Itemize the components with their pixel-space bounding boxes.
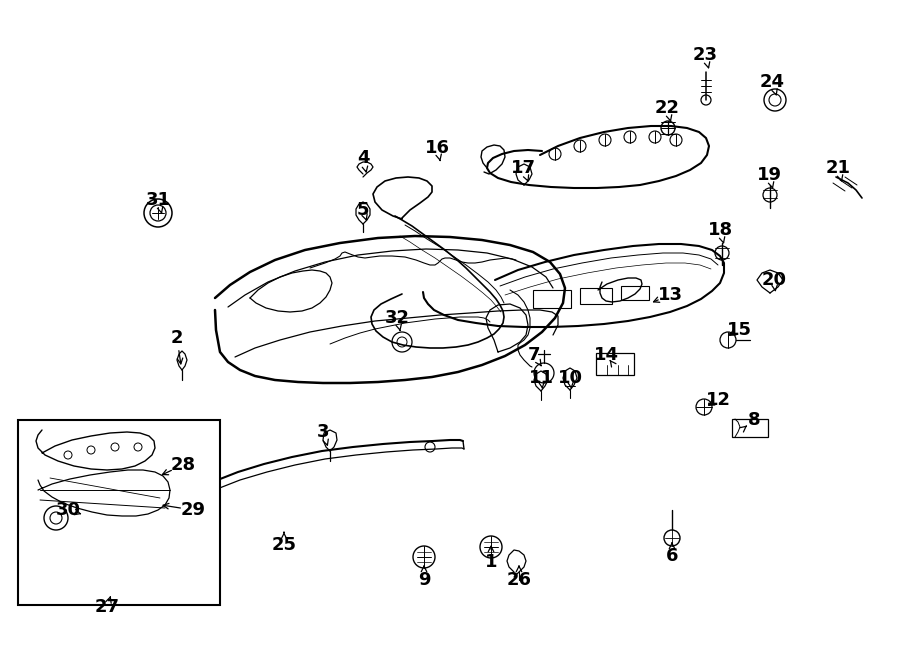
Text: 19: 19: [757, 166, 781, 184]
Text: 15: 15: [726, 321, 752, 339]
Text: 5: 5: [356, 201, 369, 219]
Text: 14: 14: [593, 346, 618, 364]
Text: 31: 31: [146, 191, 170, 209]
Text: 1: 1: [485, 553, 497, 571]
Text: 25: 25: [272, 536, 296, 554]
Bar: [621, 286, 649, 300]
Text: 7: 7: [527, 346, 540, 364]
Text: 24: 24: [760, 73, 785, 91]
Text: 4: 4: [356, 149, 369, 167]
Text: 27: 27: [94, 598, 120, 616]
Text: 16: 16: [425, 139, 449, 157]
Text: 29: 29: [181, 501, 205, 519]
Text: 11: 11: [528, 369, 554, 387]
Text: 22: 22: [654, 99, 680, 117]
Text: 18: 18: [707, 221, 733, 239]
Bar: [732, 419, 768, 437]
Text: 20: 20: [761, 271, 787, 289]
Text: 2: 2: [171, 329, 184, 347]
Bar: [18, 420, 220, 605]
Text: 3: 3: [317, 423, 329, 441]
Text: 23: 23: [692, 46, 717, 64]
Text: 10: 10: [557, 369, 582, 387]
Text: 32: 32: [384, 309, 410, 327]
Text: 26: 26: [507, 571, 532, 589]
Text: 8: 8: [748, 411, 760, 429]
Text: 21: 21: [825, 159, 850, 177]
Bar: [596, 353, 634, 375]
Text: 30: 30: [56, 501, 80, 519]
Text: 12: 12: [706, 391, 731, 409]
Bar: [580, 288, 612, 304]
Bar: [533, 290, 571, 308]
Text: 28: 28: [170, 456, 195, 474]
Text: 6: 6: [666, 547, 679, 565]
Text: 17: 17: [510, 159, 536, 177]
Text: 9: 9: [418, 571, 430, 589]
Text: 13: 13: [658, 286, 682, 304]
